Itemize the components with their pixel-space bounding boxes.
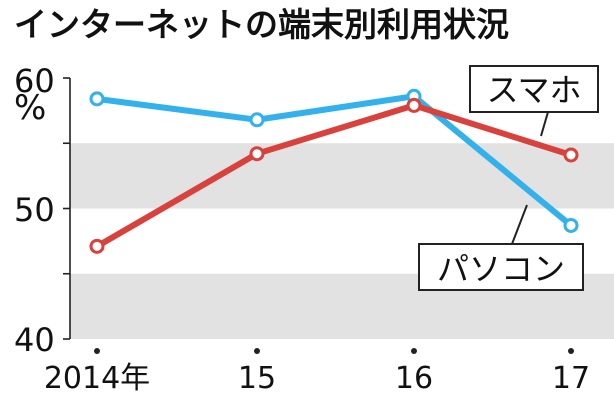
data-point: [563, 147, 579, 163]
data-point: [406, 97, 422, 113]
x-tick-label: 2014年: [44, 361, 150, 396]
legend-box: [469, 65, 599, 113]
x-tick-label: 17: [552, 361, 590, 396]
series-line: [94, 93, 574, 229]
data-point: [249, 112, 265, 128]
legend-leader: [540, 111, 549, 137]
data-point: [249, 146, 265, 162]
x-tick-dot: [568, 348, 574, 354]
chart-title: インターネットの端末別利用状況: [14, 5, 509, 44]
x-tick-dot: [411, 348, 417, 354]
data-point: [89, 238, 105, 254]
series-line: [94, 102, 574, 250]
y-unit-label: %: [14, 88, 47, 128]
y-tick-label: 60: [14, 62, 55, 100]
x-tick-label: 15: [238, 361, 276, 396]
y-tick-label: 50: [14, 191, 55, 229]
grid-band: [70, 143, 614, 209]
legend-label: スマホ: [486, 71, 581, 109]
data-point: [563, 217, 579, 233]
legend-leader: [511, 204, 528, 245]
legend-box: [418, 243, 584, 291]
x-tick-label: 16: [395, 361, 433, 396]
x-tick-dot: [94, 348, 100, 354]
y-tick-label: 40: [14, 321, 55, 359]
x-tick-dot: [254, 348, 260, 354]
legend-label: パソコン: [437, 250, 565, 288]
data-point: [89, 91, 105, 107]
